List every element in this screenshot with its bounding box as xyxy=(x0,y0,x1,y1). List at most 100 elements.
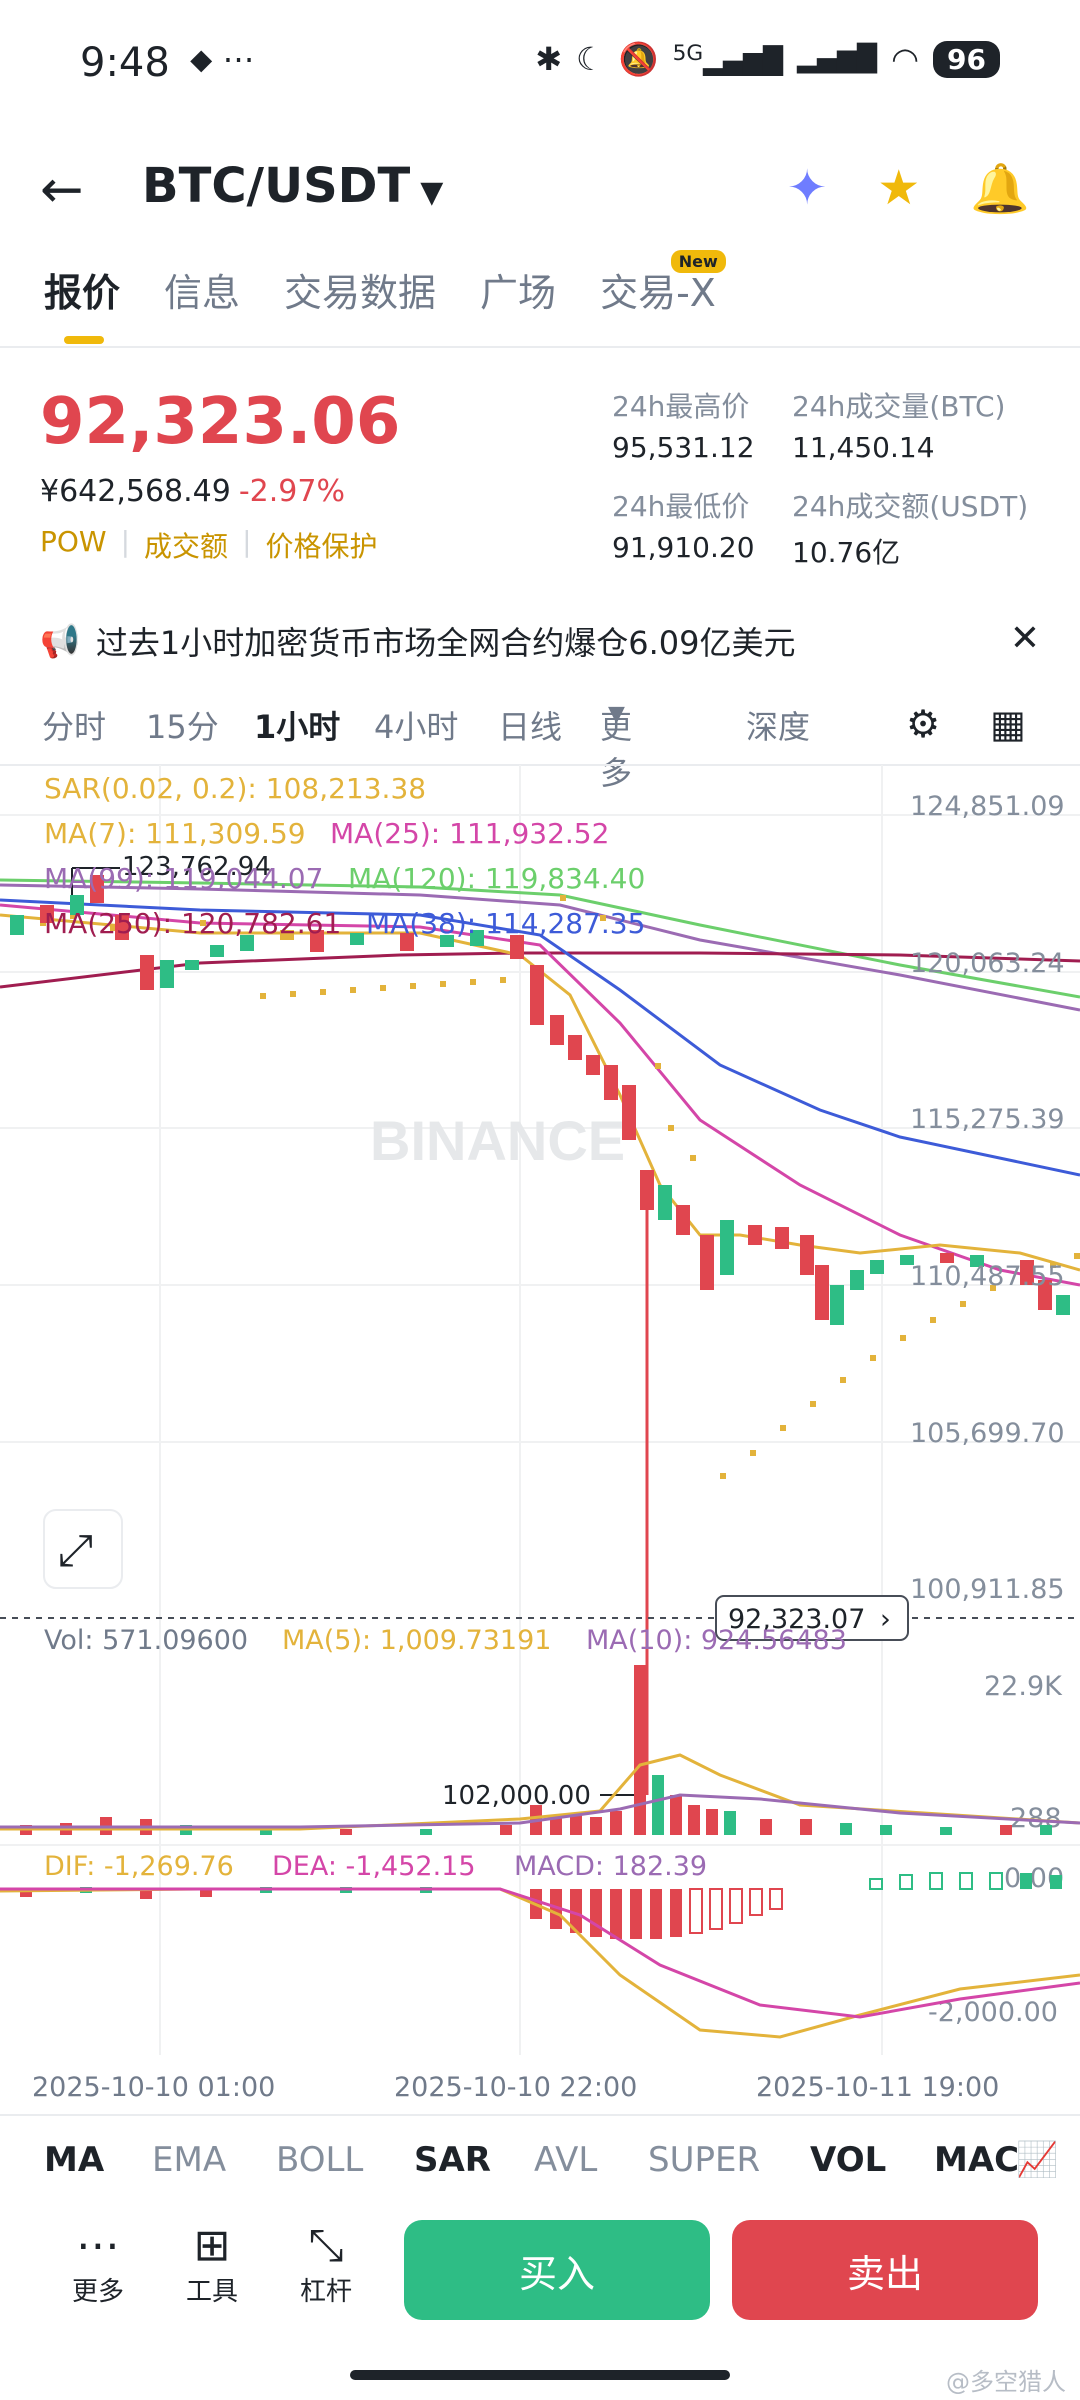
back-arrow-icon[interactable]: ← xyxy=(40,160,84,220)
interval-1h[interactable]: 1小时 xyxy=(254,708,341,746)
cny-price: ¥642,568.49 -2.97% xyxy=(40,474,345,509)
stat-low-value: 91,910.20 xyxy=(612,531,755,564)
notice-bar[interactable]: 📢 过去1小时加密货币市场全网合约爆仓6.09亿美元 ✕ xyxy=(40,618,1040,664)
close-icon[interactable]: ✕ xyxy=(1009,618,1040,659)
ind-avl[interactable]: AVL xyxy=(534,2140,598,2180)
tab-quote[interactable]: 报价 xyxy=(44,262,120,344)
kline-chart[interactable]: BINANCE xyxy=(0,765,1080,2110)
tab-square[interactable]: 广场 xyxy=(480,271,557,315)
home-indicator[interactable] xyxy=(350,2370,730,2380)
stat-high: 24h最高价 95,531.12 xyxy=(612,385,755,464)
tag-pow[interactable]: POW xyxy=(40,525,107,558)
ai-sparkle-icon[interactable]: ✦ xyxy=(786,160,828,216)
tab-trade-x[interactable]: 交易-X New xyxy=(600,250,726,342)
ma250-label: MA(250): 120,782.61 xyxy=(44,907,341,940)
star-icon[interactable]: ★ xyxy=(877,160,921,216)
stat-high-label: 24h最高价 xyxy=(612,390,750,423)
top-tabs: 报价 信息 交易数据 广场 交易-X New xyxy=(0,250,1080,344)
y-label-3: 115,275.39 xyxy=(910,1104,1065,1135)
interval-more-label: 更多 xyxy=(600,708,633,792)
x-label-2: 2025-10-10 22:00 xyxy=(394,2072,637,2103)
change-percent: -2.97% xyxy=(238,474,345,509)
ma25-label: MA(25): 111,932.52 xyxy=(330,817,609,850)
interval-15m[interactable]: 15分 xyxy=(146,708,219,746)
ind-macd[interactable]: MAC xyxy=(934,2140,1020,2180)
buy-button[interactable]: 买入 xyxy=(404,2220,710,2320)
tools-button[interactable]: ⊞ 工具 xyxy=(172,2220,252,2308)
volume-bars xyxy=(20,1665,1052,1835)
y-label-6: 100,911.85 xyxy=(910,1574,1065,1605)
status-time: 9:48 xyxy=(80,40,170,86)
signal-icon-2: ▂▄▆█ xyxy=(797,44,878,74)
sar-label: SAR(0.02, 0.2): 108,213.38 xyxy=(44,772,426,805)
chevron-right-icon: › xyxy=(880,1604,891,1635)
ma120-label: MA(120): 119,834.40 xyxy=(348,862,645,895)
ind-super[interactable]: SUPER xyxy=(648,2140,761,2180)
stat-low-label: 24h最低价 xyxy=(612,490,750,523)
high-mark-label: 123,762.94 xyxy=(122,852,271,882)
tag-price-protect[interactable]: 价格保护 xyxy=(265,530,378,563)
x-label-3: 2025-10-11 19:00 xyxy=(756,2072,999,2103)
stat-vol-usdt: 24h成交额(USDT) 10.76亿 xyxy=(792,485,1028,571)
tools-label: 工具 xyxy=(185,2277,238,2307)
last-price-tag xyxy=(715,1595,909,1641)
macd-histogram xyxy=(20,1872,1062,1939)
stat-vol-btc-value: 11,450.14 xyxy=(792,431,935,464)
bottom-bar: ⋯ 更多 ⊞ 工具 ⤡ 杠杆 买入 卖出 xyxy=(0,2220,1080,2340)
last-price-tag-label: 92,323.07 xyxy=(728,1604,865,1635)
stat-vol-usdt-label: 24h成交额(USDT) xyxy=(792,490,1029,523)
ma99-label: MA(99): 119,044.07 xyxy=(44,862,323,895)
indicator-settings-icon[interactable]: 📈 xyxy=(1016,2140,1059,2180)
x-label-1: 2025-10-10 01:00 xyxy=(32,2072,275,2103)
vol-ma5-label: MA(5): 1,009.73191 xyxy=(282,1625,551,1656)
leverage-button[interactable]: ⤡ 杠杆 xyxy=(286,2220,366,2308)
vol-label: Vol: 571.09600 xyxy=(44,1625,248,1656)
binance-watermark: BINANCE xyxy=(370,1109,625,1172)
caret-down-icon: ▼ xyxy=(608,702,625,727)
stat-low: 24h最低价 91,910.20 xyxy=(612,485,755,564)
ind-vol[interactable]: VOL xyxy=(810,2140,887,2180)
tab-trade-data[interactable]: 交易数据 xyxy=(284,271,437,315)
interval-4h[interactable]: 4小时 xyxy=(374,708,459,746)
bluetooth-icon: ✱ xyxy=(535,40,563,78)
stat-vol-btc-label: 24h成交量(BTC) xyxy=(792,390,1006,423)
stat-vol-usdt-value: 10.76亿 xyxy=(792,536,901,569)
ind-ema[interactable]: EMA xyxy=(152,2140,227,2180)
interval-daily[interactable]: 日线 xyxy=(498,708,563,746)
wifi-icon: ◠ xyxy=(891,40,920,78)
ind-ma[interactable]: MA xyxy=(44,2140,105,2180)
status-bar: 9:48 ⬥ ⋯ ✱ ☾ 🔕 5G▂▄▆█ ▂▄▆█ ◠ 96 xyxy=(0,0,1080,130)
tools-grid-icon: ⊞ xyxy=(193,2220,231,2271)
ind-boll[interactable]: BOLL xyxy=(276,2140,364,2180)
new-badge: New xyxy=(670,250,726,273)
tab-info[interactable]: 信息 xyxy=(164,271,241,315)
macd-label: MACD: 182.39 xyxy=(514,1851,707,1882)
tab-trade-x-label: 交易-X xyxy=(600,271,716,315)
status-icons: ✱ ☾ 🔕 5G▂▄▆█ ▂▄▆█ ◠ 96 xyxy=(535,40,1000,78)
grid-layout-icon[interactable]: ▦ xyxy=(990,702,1026,746)
header: ← BTC/USDT ▼ ✦ ★ 🔔 xyxy=(0,150,1080,230)
divider xyxy=(0,764,1080,766)
sar-dots xyxy=(40,895,1080,1479)
battery-icon: 96 xyxy=(933,40,1000,78)
app-icons: ⬥ ⋯ xyxy=(190,40,255,78)
more-dots-icon: ⋯ xyxy=(76,2220,120,2271)
pair-selector[interactable]: BTC/USDT ▼ xyxy=(142,158,443,214)
tag-turnover[interactable]: 成交额 xyxy=(144,530,229,563)
bell-icon[interactable]: 🔔 xyxy=(970,161,1030,217)
divider xyxy=(0,2114,1080,2116)
expand-button[interactable] xyxy=(43,1509,123,1589)
interval-timeline[interactable]: 分时 xyxy=(42,708,107,746)
y-label-1: 124,851.09 xyxy=(910,791,1065,822)
cny-value: ¥642,568.49 xyxy=(40,474,231,509)
more-button[interactable]: ⋯ 更多 xyxy=(58,2220,138,2308)
footer-watermark: @多空猎人 xyxy=(946,2368,1066,2396)
dea-line xyxy=(0,1887,1080,2019)
ma38-label: MA(38): 114,287.35 xyxy=(366,907,645,940)
ind-sar[interactable]: SAR xyxy=(414,2140,491,2180)
interval-depth[interactable]: 深度 xyxy=(746,708,811,746)
chart-settings-icon[interactable]: ⚙ xyxy=(906,702,941,746)
y-label-4: 110,487.55 xyxy=(910,1261,1065,1292)
stat-vol-btc: 24h成交量(BTC) 11,450.14 xyxy=(792,385,1005,464)
sell-button[interactable]: 卖出 xyxy=(732,2220,1038,2320)
